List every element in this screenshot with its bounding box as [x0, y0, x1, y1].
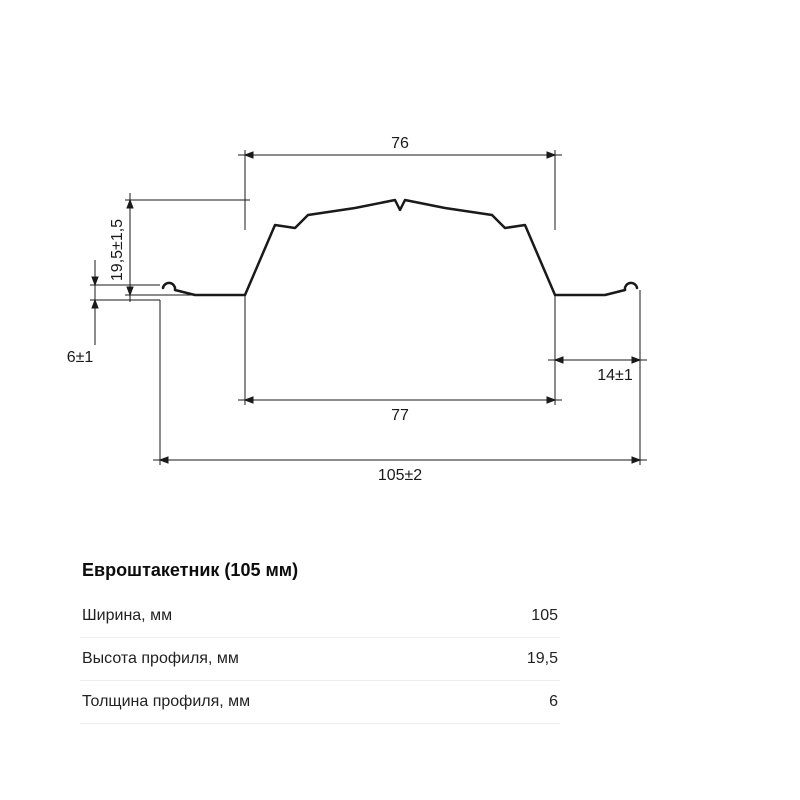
dimension-total-width [153, 300, 647, 465]
table-row: Толщина профиля, мм 6 [80, 681, 560, 724]
label-height: 19,5±1,5 [109, 219, 126, 281]
profile-outline [163, 200, 637, 295]
dimension-right-tab [548, 290, 647, 365]
dimension-top-width [238, 150, 562, 230]
label-top-width: 76 [391, 135, 409, 152]
spec-label: Высота профиля, мм [82, 650, 239, 668]
table-title: Евроштакетник (105 мм) [82, 560, 560, 581]
spec-label: Ширина, мм [82, 607, 172, 625]
table-row: Ширина, мм 105 [80, 595, 560, 638]
spec-value: 105 [498, 607, 558, 625]
label-right-tab: 14±1 [597, 367, 633, 384]
table-row: Высота профиля, мм 19,5 [80, 638, 560, 681]
profile-diagram: 76 19,5±1,5 6±1 14±1 77 [0, 0, 800, 520]
label-inner-width: 77 [391, 407, 409, 424]
specification-table: Евроштакетник (105 мм) Ширина, мм 105 Вы… [80, 560, 560, 724]
spec-value: 6 [498, 693, 558, 711]
spec-value: 19,5 [498, 650, 558, 668]
label-total-width: 105±2 [378, 467, 422, 484]
label-left-tab: 6±1 [67, 349, 94, 366]
spec-label: Толщина профиля, мм [82, 693, 250, 711]
profile-svg: 76 19,5±1,5 6±1 14±1 77 [0, 0, 800, 520]
dimension-height [125, 193, 250, 302]
dimension-inner-width [238, 295, 562, 405]
